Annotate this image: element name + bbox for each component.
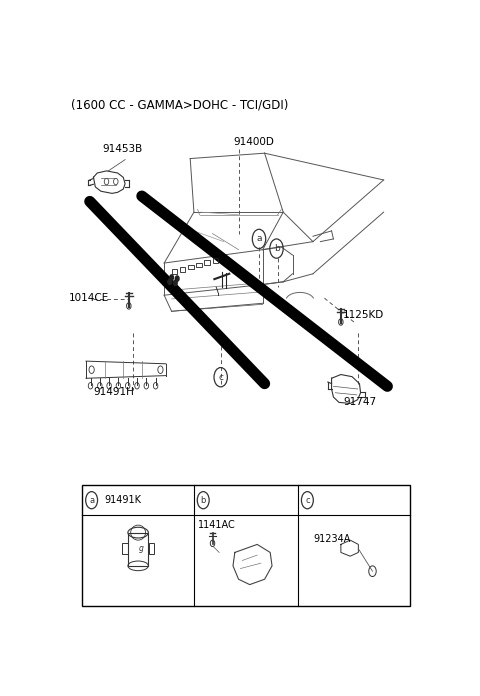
Text: (1600 CC - GAMMA>DOHC - TCI/GDI): (1600 CC - GAMMA>DOHC - TCI/GDI) xyxy=(71,99,288,111)
Text: c: c xyxy=(305,496,310,505)
Bar xyxy=(213,258,218,263)
Text: 91453B: 91453B xyxy=(103,144,143,155)
Circle shape xyxy=(170,275,173,280)
Text: b: b xyxy=(274,244,279,253)
Bar xyxy=(172,269,177,274)
Text: c: c xyxy=(218,372,223,381)
Circle shape xyxy=(168,279,172,285)
Text: 91491H: 91491H xyxy=(94,387,134,397)
Text: 91747: 91747 xyxy=(344,397,377,407)
Circle shape xyxy=(175,276,179,281)
Bar xyxy=(204,260,210,265)
Bar xyxy=(148,544,154,554)
Bar xyxy=(122,544,128,554)
Text: 91491K: 91491K xyxy=(105,495,142,505)
Bar xyxy=(128,532,148,566)
Text: g: g xyxy=(139,544,144,553)
Circle shape xyxy=(173,280,177,285)
Text: 1014CE: 1014CE xyxy=(69,293,109,303)
Bar xyxy=(83,486,409,606)
Text: b: b xyxy=(201,496,206,505)
Text: a: a xyxy=(256,235,262,244)
Bar xyxy=(188,264,193,269)
Text: 91400D: 91400D xyxy=(233,136,274,147)
Bar xyxy=(196,262,202,267)
Text: a: a xyxy=(89,496,94,505)
Text: 1125KD: 1125KD xyxy=(343,310,384,320)
Bar xyxy=(180,267,185,271)
Text: 1141AC: 1141AC xyxy=(198,521,235,530)
Text: 91234A: 91234A xyxy=(313,534,350,544)
